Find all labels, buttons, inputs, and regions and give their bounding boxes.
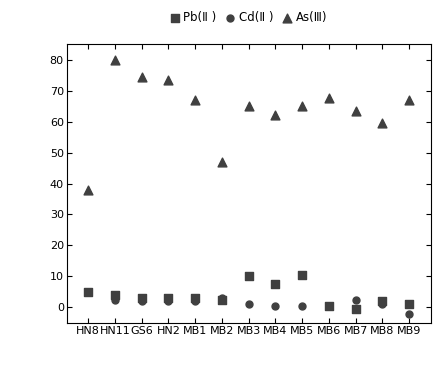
Cd(Ⅱ ): [406, 311, 413, 317]
As(Ⅲ): [138, 74, 145, 80]
Cd(Ⅱ ): [165, 298, 172, 304]
As(Ⅲ): [245, 103, 252, 109]
Pb(Ⅱ ): [272, 281, 279, 287]
Pb(Ⅱ ): [379, 298, 386, 304]
As(Ⅲ): [165, 77, 172, 83]
Cd(Ⅱ ): [272, 303, 279, 309]
As(Ⅲ): [218, 159, 226, 165]
Pb(Ⅱ ): [352, 306, 359, 312]
Legend: Pb(Ⅱ ), Cd(Ⅱ ), As(Ⅲ): Pb(Ⅱ ), Cd(Ⅱ ), As(Ⅲ): [170, 11, 327, 24]
Pb(Ⅱ ): [111, 292, 119, 298]
Cd(Ⅱ ): [111, 297, 119, 303]
Pb(Ⅱ ): [84, 289, 91, 295]
Cd(Ⅱ ): [352, 297, 359, 303]
Pb(Ⅱ ): [245, 273, 252, 279]
Cd(Ⅱ ): [218, 295, 226, 301]
Cd(Ⅱ ): [245, 301, 252, 307]
Pb(Ⅱ ): [325, 303, 333, 309]
Cd(Ⅱ ): [299, 303, 306, 309]
As(Ⅲ): [325, 95, 333, 101]
As(Ⅲ): [406, 97, 413, 103]
As(Ⅲ): [299, 103, 306, 109]
Pb(Ⅱ ): [138, 295, 145, 301]
As(Ⅲ): [272, 112, 279, 118]
As(Ⅲ): [352, 108, 359, 114]
Cd(Ⅱ ): [191, 298, 198, 304]
Cd(Ⅱ ): [379, 301, 386, 307]
Pb(Ⅱ ): [191, 295, 198, 301]
Cd(Ⅱ ): [138, 298, 145, 304]
Cd(Ⅱ ): [325, 303, 333, 309]
Pb(Ⅱ ): [165, 295, 172, 301]
As(Ⅲ): [379, 120, 386, 126]
As(Ⅲ): [84, 187, 91, 193]
Pb(Ⅱ ): [218, 297, 226, 303]
Pb(Ⅱ ): [406, 301, 413, 307]
As(Ⅲ): [191, 97, 198, 103]
As(Ⅲ): [111, 57, 119, 62]
Pb(Ⅱ ): [299, 272, 306, 278]
